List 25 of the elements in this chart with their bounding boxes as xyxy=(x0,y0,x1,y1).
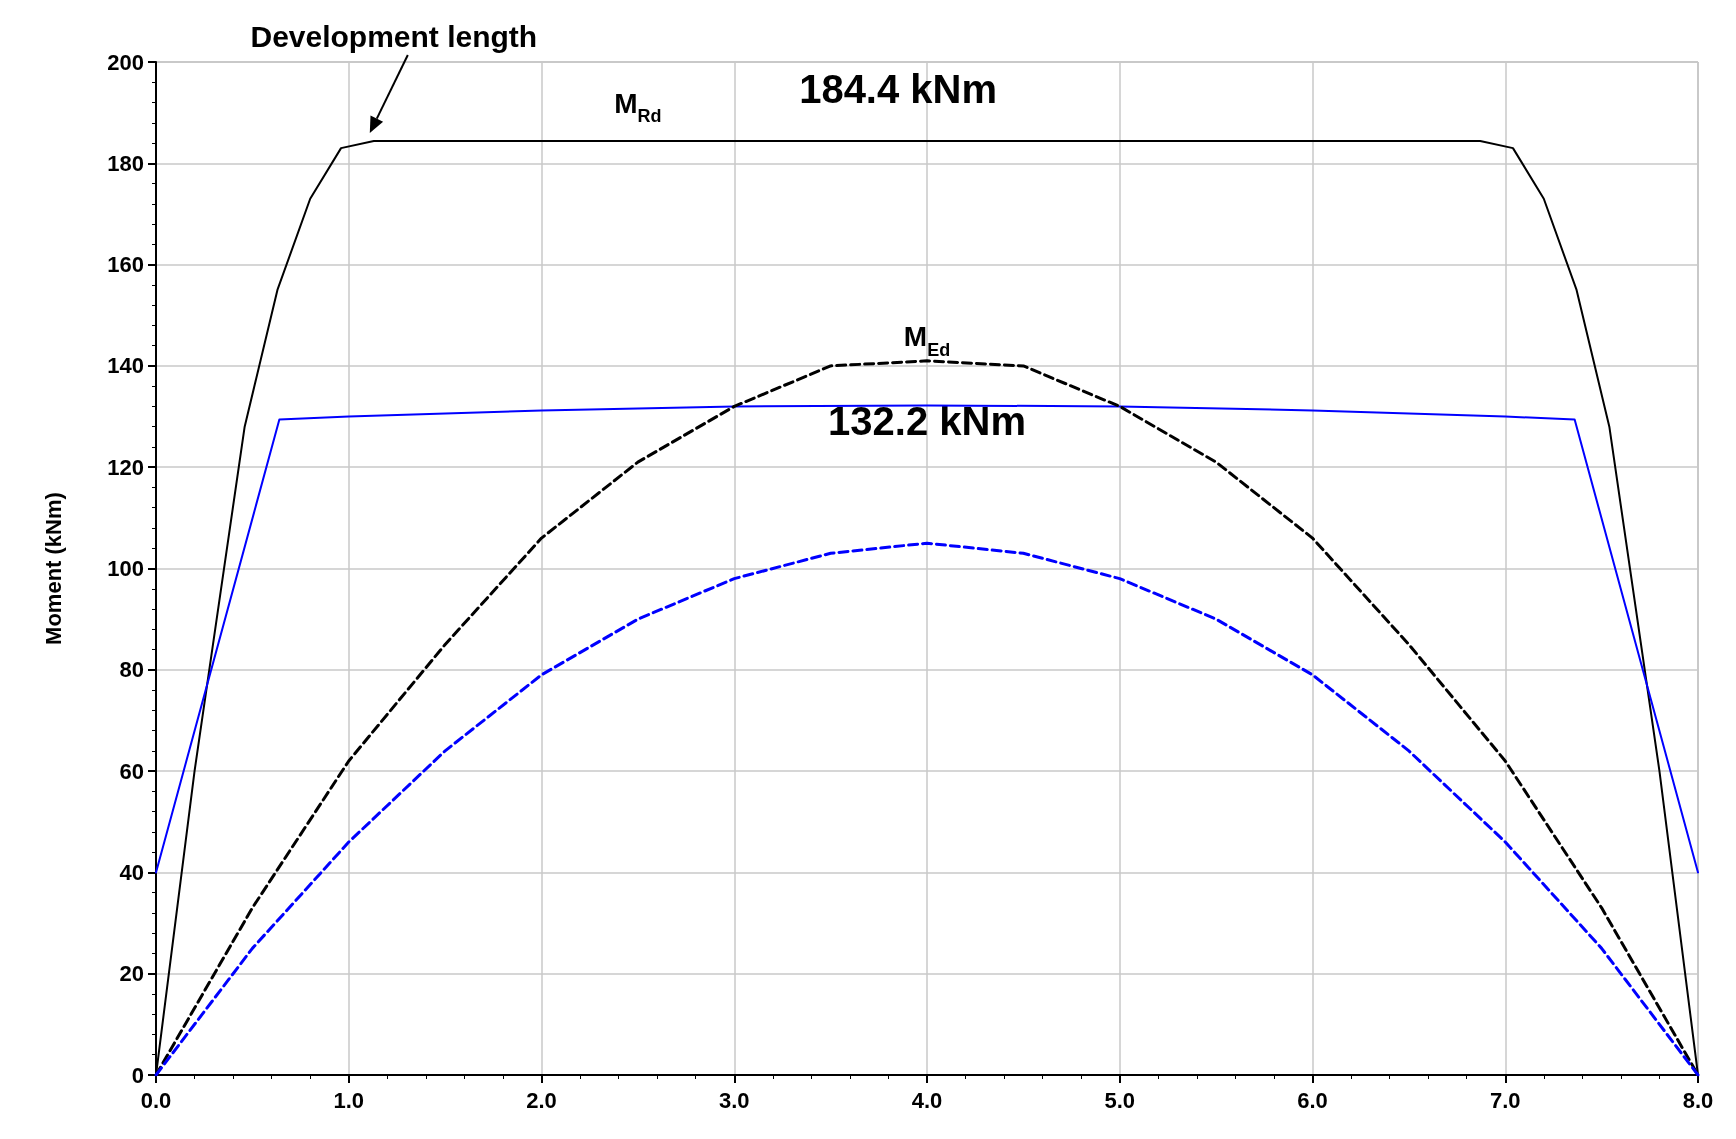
y-tick-label: 120 xyxy=(107,454,144,480)
y-tick-label: 100 xyxy=(107,556,144,581)
y-tick-label: 80 xyxy=(119,657,144,683)
x-tick-label: 8.0 xyxy=(1682,1087,1714,1113)
y-tick-label: 140 xyxy=(107,353,144,379)
y-tick-label: 160 xyxy=(107,252,144,278)
y-axis-title: Moment (kNm) xyxy=(40,492,66,645)
x-tick-label: 5.0 xyxy=(1104,1087,1136,1113)
x-tick-label: 6.0 xyxy=(1297,1087,1328,1113)
y-tick-label: 40 xyxy=(119,859,144,885)
y-tick-label: 20 xyxy=(119,961,144,987)
x-tick-label: 7.0 xyxy=(1489,1087,1521,1113)
line-series xyxy=(155,404,1699,874)
y-tick-label: 0 xyxy=(131,1062,144,1088)
annotation: 132.2 kNm xyxy=(828,399,1026,444)
x-tick-label: 0.0 xyxy=(140,1087,172,1113)
x-tick-label: 1.0 xyxy=(333,1087,365,1113)
y-tick-label: 180 xyxy=(107,150,144,176)
x-tick-label: 4.0 xyxy=(911,1087,943,1113)
x-tick-label: 3.0 xyxy=(718,1087,750,1113)
annotation: 184.4 kNm xyxy=(799,67,998,112)
x-tick-label: 2.0 xyxy=(526,1087,557,1113)
y-tick-label: 200 xyxy=(107,49,144,75)
y-tick-label: 60 xyxy=(119,758,144,784)
annotation: Development length xyxy=(250,19,538,53)
